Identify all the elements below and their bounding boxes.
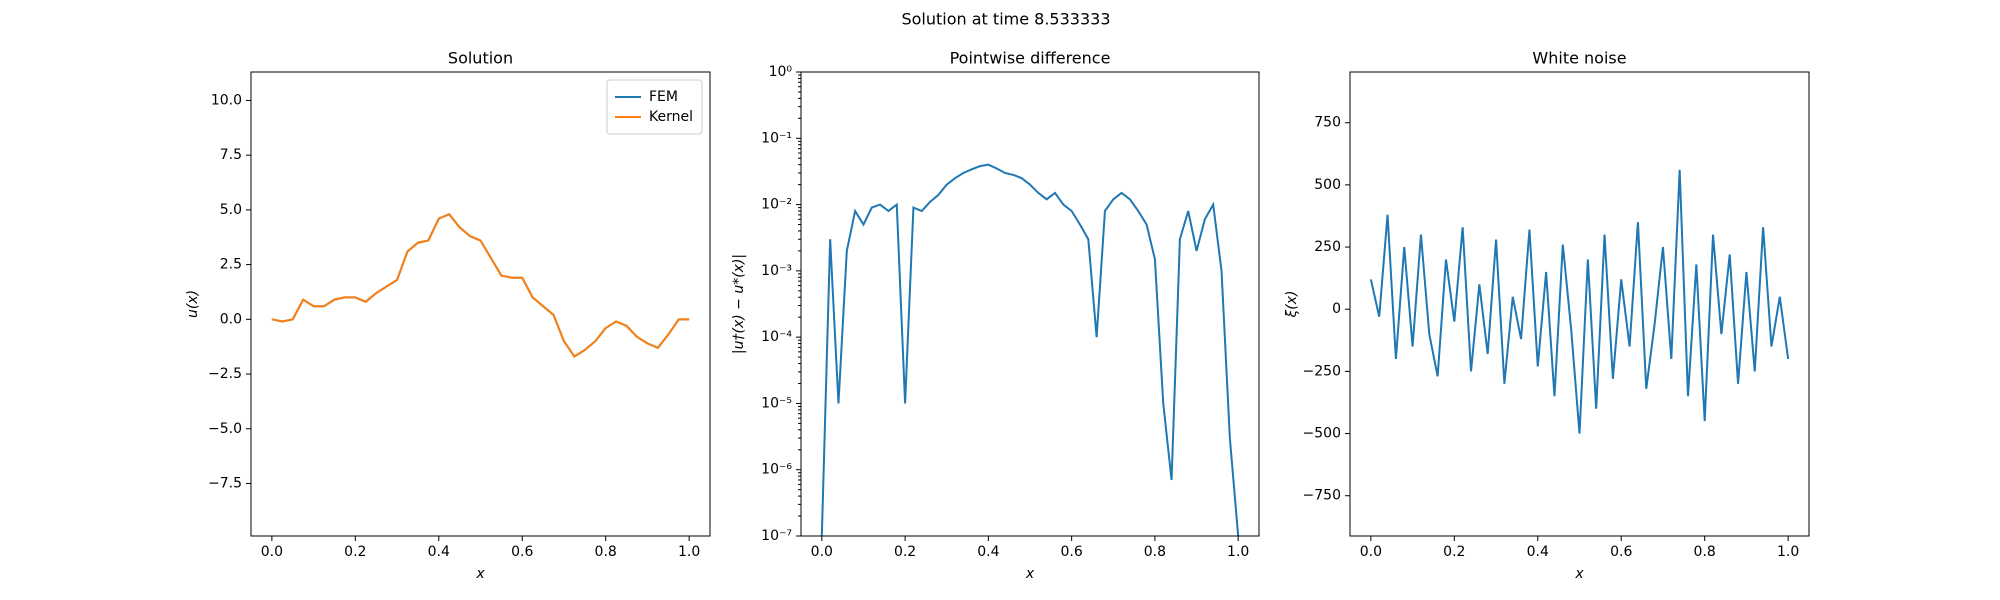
axes-frame bbox=[1349, 71, 1810, 537]
x-tick-label: 1.0 bbox=[1227, 544, 1249, 560]
y-tick-label: 2.5 bbox=[220, 257, 242, 273]
line-series bbox=[271, 213, 690, 358]
y-tick-label: −750 bbox=[1303, 488, 1341, 504]
x-tick-label: 0.6 bbox=[511, 544, 533, 560]
y-tick-label: 10⁻⁷ bbox=[761, 528, 792, 544]
x-tick-label: 1.0 bbox=[678, 544, 700, 560]
x-tick-label: 1.0 bbox=[1777, 544, 1799, 560]
axes-frame bbox=[800, 71, 1260, 537]
y-axis-label: ξ(x) bbox=[1284, 290, 1300, 318]
x-axis-label: x bbox=[1574, 566, 1584, 582]
y-tick-label: 750 bbox=[1314, 115, 1341, 131]
x-tick-label: 0.0 bbox=[811, 544, 833, 560]
legend-box bbox=[606, 79, 703, 135]
y-tick-label: −5.0 bbox=[208, 421, 242, 437]
x-tick-label: 0.2 bbox=[344, 544, 366, 560]
line-series bbox=[1369, 169, 1790, 434]
y-tick-label: 7.5 bbox=[220, 147, 242, 163]
y-tick-label: 10⁻⁴ bbox=[761, 329, 792, 345]
x-tick-label: 0.2 bbox=[894, 544, 916, 560]
y-tick-label: 10.0 bbox=[211, 92, 242, 108]
figure-title: Solution at time 8.533333 bbox=[901, 10, 1110, 29]
x-tick-label: 0.8 bbox=[1144, 544, 1166, 560]
y-tick-label: 10⁻² bbox=[761, 197, 792, 213]
axes-title: Solution bbox=[448, 49, 513, 68]
y-tick-label: 250 bbox=[1314, 239, 1341, 255]
line-series bbox=[820, 163, 1240, 536]
x-tick-label: 0.8 bbox=[1694, 544, 1716, 560]
x-tick-label: 0.4 bbox=[977, 544, 999, 560]
y-tick-label: −500 bbox=[1303, 426, 1341, 442]
x-tick-label: 0.6 bbox=[1610, 544, 1632, 560]
y-tick-label: 0 bbox=[1332, 301, 1341, 317]
x-tick-label: 0.0 bbox=[1360, 544, 1382, 560]
axes-frame bbox=[250, 71, 711, 537]
x-axis-label: x bbox=[1025, 566, 1035, 582]
x-tick-label: 0.8 bbox=[595, 544, 617, 560]
x-axis-label: x bbox=[475, 566, 485, 582]
axes-title: White noise bbox=[1532, 49, 1626, 68]
y-tick-label: 5.0 bbox=[220, 202, 242, 218]
line-series bbox=[271, 213, 690, 358]
y-tick-label: 10⁻⁶ bbox=[761, 462, 792, 478]
legend-label: Kernel bbox=[649, 109, 693, 125]
y-tick-label: 10⁻⁵ bbox=[761, 395, 792, 411]
y-tick-label: 10⁻³ bbox=[761, 263, 792, 279]
axes-title: Pointwise difference bbox=[950, 49, 1111, 68]
y-tick-label: 10⁰ bbox=[769, 64, 793, 80]
y-tick-label: −7.5 bbox=[208, 475, 242, 491]
x-tick-label: 0.0 bbox=[261, 544, 283, 560]
y-tick-label: 500 bbox=[1314, 177, 1341, 193]
y-tick-label: 0.0 bbox=[220, 311, 242, 327]
y-tick-label: −2.5 bbox=[208, 366, 242, 382]
x-tick-label: 0.2 bbox=[1443, 544, 1465, 560]
x-tick-label: 0.4 bbox=[1527, 544, 1549, 560]
legend-label: FEM bbox=[649, 89, 678, 105]
y-axis-label: u(x) bbox=[185, 290, 201, 318]
x-tick-label: 0.4 bbox=[428, 544, 450, 560]
x-tick-label: 0.6 bbox=[1061, 544, 1083, 560]
y-axis-label: |u†(x) − u*(x)| bbox=[731, 254, 747, 354]
y-tick-label: −250 bbox=[1303, 363, 1341, 379]
y-tick-label: 10⁻¹ bbox=[761, 130, 792, 146]
